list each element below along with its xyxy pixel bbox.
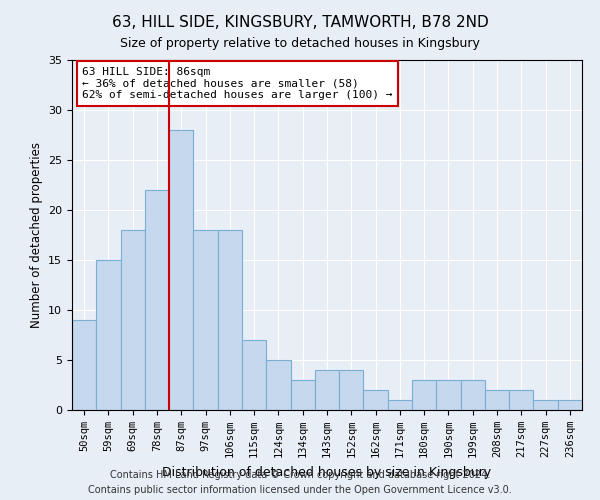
Bar bbox=[145, 190, 169, 410]
Bar bbox=[388, 400, 412, 410]
Bar bbox=[266, 360, 290, 410]
Bar bbox=[339, 370, 364, 410]
Text: Contains public sector information licensed under the Open Government Licence v3: Contains public sector information licen… bbox=[88, 485, 512, 495]
Bar bbox=[315, 370, 339, 410]
Text: 63 HILL SIDE: 86sqm
← 36% of detached houses are smaller (58)
62% of semi-detach: 63 HILL SIDE: 86sqm ← 36% of detached ho… bbox=[82, 67, 392, 100]
Bar bbox=[121, 230, 145, 410]
Bar bbox=[96, 260, 121, 410]
Bar bbox=[72, 320, 96, 410]
Bar bbox=[533, 400, 558, 410]
Bar bbox=[412, 380, 436, 410]
X-axis label: Distribution of detached houses by size in Kingsbury: Distribution of detached houses by size … bbox=[163, 466, 491, 478]
Bar bbox=[461, 380, 485, 410]
Bar bbox=[242, 340, 266, 410]
Bar bbox=[193, 230, 218, 410]
Text: Size of property relative to detached houses in Kingsbury: Size of property relative to detached ho… bbox=[120, 38, 480, 51]
Bar bbox=[290, 380, 315, 410]
Bar bbox=[218, 230, 242, 410]
Y-axis label: Number of detached properties: Number of detached properties bbox=[29, 142, 43, 328]
Bar bbox=[436, 380, 461, 410]
Bar bbox=[364, 390, 388, 410]
Bar bbox=[509, 390, 533, 410]
Bar bbox=[558, 400, 582, 410]
Text: Contains HM Land Registry data © Crown copyright and database right 2024.: Contains HM Land Registry data © Crown c… bbox=[110, 470, 490, 480]
Bar bbox=[485, 390, 509, 410]
Text: 63, HILL SIDE, KINGSBURY, TAMWORTH, B78 2ND: 63, HILL SIDE, KINGSBURY, TAMWORTH, B78 … bbox=[112, 15, 488, 30]
Bar bbox=[169, 130, 193, 410]
